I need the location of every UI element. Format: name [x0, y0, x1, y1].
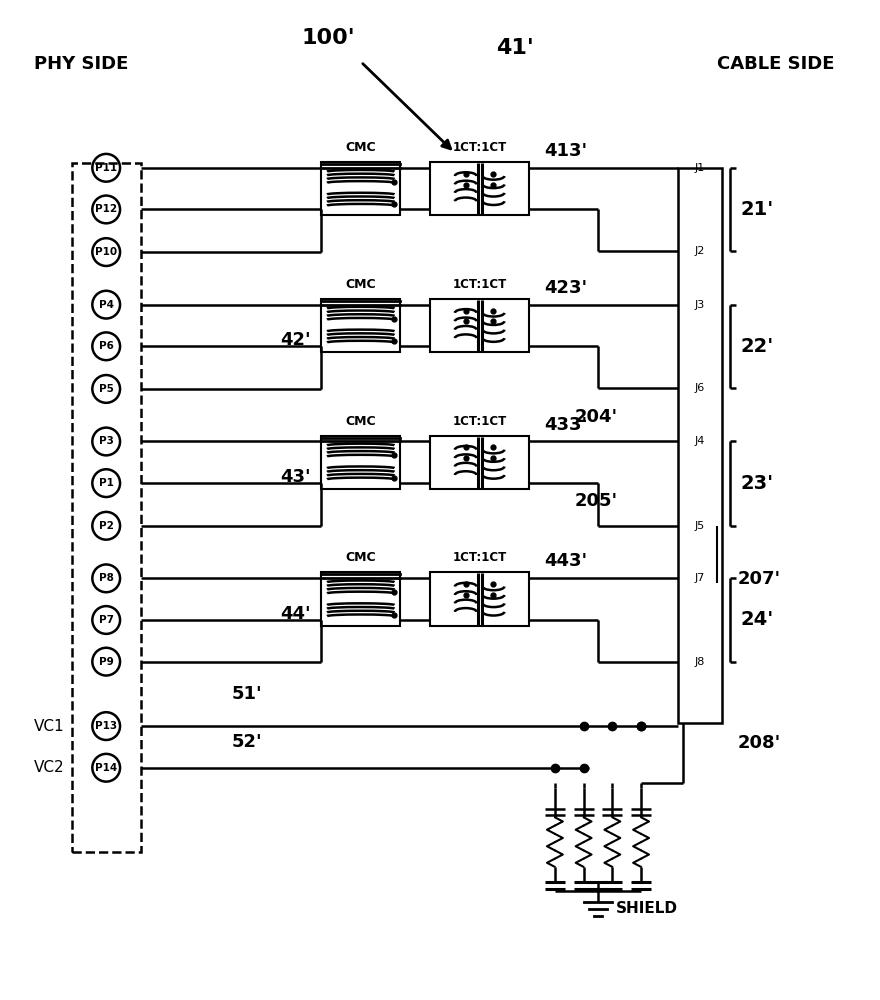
Bar: [430, 299, 529, 352]
Text: CABLE SIDE: CABLE SIDE: [717, 55, 835, 73]
Bar: [321, 436, 400, 489]
Text: J5: J5: [695, 521, 705, 531]
Bar: [430, 436, 529, 489]
Text: CMC: CMC: [346, 415, 376, 428]
Text: 22': 22': [740, 337, 774, 356]
Text: P1: P1: [99, 478, 114, 488]
Text: 205': 205': [575, 492, 618, 510]
Text: J4: J4: [695, 436, 705, 446]
Text: 1CT:1CT: 1CT:1CT: [452, 415, 507, 428]
Text: 42': 42': [281, 331, 312, 349]
Text: 100': 100': [301, 28, 355, 48]
Text: P5: P5: [99, 384, 114, 394]
Text: CMC: CMC: [346, 551, 376, 564]
Text: P8: P8: [99, 573, 114, 583]
Text: CMC: CMC: [346, 141, 376, 154]
Text: 44': 44': [281, 605, 312, 623]
Bar: [321, 572, 400, 626]
Text: 43': 43': [281, 468, 312, 486]
Text: SHIELD: SHIELD: [616, 901, 678, 916]
Text: 204': 204': [575, 408, 618, 426]
Bar: [321, 162, 400, 215]
Text: PHY SIDE: PHY SIDE: [34, 55, 128, 73]
Bar: [321, 299, 400, 352]
Text: P3: P3: [99, 436, 114, 446]
Text: P6: P6: [99, 341, 114, 351]
Text: 51': 51': [232, 685, 262, 703]
Text: VC2: VC2: [34, 760, 64, 775]
Text: 433': 433': [544, 416, 587, 434]
Text: 52': 52': [232, 733, 262, 751]
Text: P7: P7: [99, 615, 114, 625]
Bar: [71, 163, 141, 852]
Text: 443': 443': [544, 552, 587, 570]
Text: 208': 208': [737, 734, 781, 752]
Text: P10: P10: [95, 247, 117, 257]
Text: J2: J2: [695, 246, 705, 256]
Text: P11: P11: [95, 163, 117, 173]
Text: P4: P4: [99, 300, 114, 310]
Text: P2: P2: [99, 521, 114, 531]
Text: 21': 21': [740, 200, 774, 219]
Bar: [430, 572, 529, 626]
Text: 41': 41': [496, 38, 534, 58]
Text: J6: J6: [695, 383, 705, 393]
Text: J8: J8: [695, 657, 705, 667]
Text: 207': 207': [737, 570, 781, 588]
Text: J7: J7: [695, 573, 705, 583]
Text: VC1: VC1: [34, 719, 64, 734]
Text: P12: P12: [95, 204, 117, 214]
Text: CMC: CMC: [346, 278, 376, 291]
Text: 23': 23': [740, 474, 774, 493]
Text: 413': 413': [544, 142, 587, 160]
Text: J3: J3: [695, 300, 705, 310]
Bar: [678, 168, 722, 723]
Text: 1CT:1CT: 1CT:1CT: [452, 141, 507, 154]
Text: J1: J1: [695, 163, 705, 173]
Text: 423': 423': [544, 279, 587, 297]
Text: 24': 24': [740, 610, 774, 629]
Bar: [430, 162, 529, 215]
Text: P13: P13: [95, 721, 117, 731]
Text: 1CT:1CT: 1CT:1CT: [452, 278, 507, 291]
Text: P9: P9: [99, 657, 114, 667]
Text: P14: P14: [95, 763, 117, 773]
Text: 1CT:1CT: 1CT:1CT: [452, 551, 507, 564]
